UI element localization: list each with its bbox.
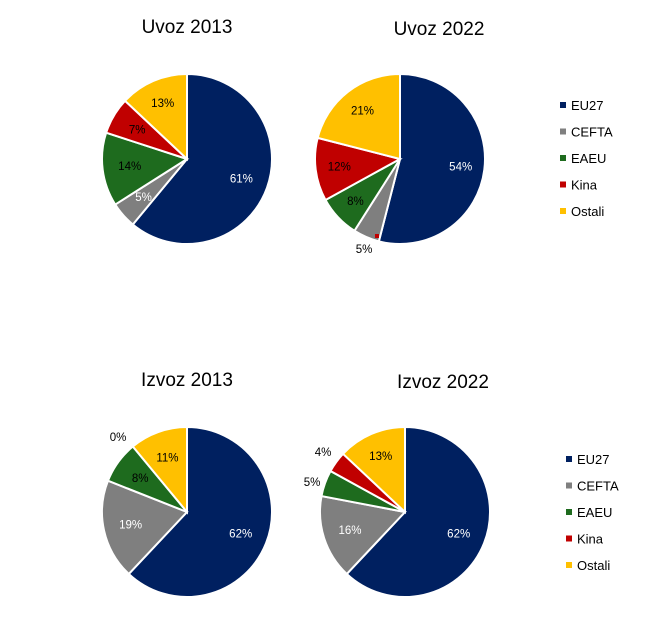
data-label-eaeu: 8% — [347, 196, 364, 208]
slice-ostali — [131, 425, 188, 515]
legend-label-ostali: Ostali — [571, 204, 604, 219]
data-label-eu27: 61% — [230, 174, 253, 186]
chart-title: Izvoz 2022 — [397, 372, 489, 393]
data-label-eaeu: 14% — [118, 161, 141, 173]
slice-eu27 — [131, 72, 273, 245]
legend-label-cefta: CEFTA — [577, 479, 619, 494]
data-label-eaeu: 5% — [304, 477, 321, 489]
slice-cefta — [319, 494, 407, 576]
legend-swatch-ostali — [560, 208, 566, 214]
legend-swatch-cefta — [560, 128, 566, 135]
chart-title: Uvoz 2013 — [142, 17, 233, 38]
slice-marker — [375, 234, 379, 238]
pie-chart-uvoz-2013: Uvoz 2013 61% 5% 14% 7% 13% — [101, 17, 273, 245]
pie-chart-izvoz-2013: Izvoz 2013 62% 19% 8% 0% 11% — [101, 370, 273, 598]
data-label-kina: 4% — [315, 447, 332, 459]
data-label-kina: 12% — [328, 162, 351, 174]
chart-title: Izvoz 2013 — [141, 370, 233, 391]
legend: EU27 CEFTA EAEU Kina Ostali — [560, 98, 613, 219]
data-label-ostali: 11% — [156, 453, 178, 465]
data-label-cefta: 16% — [338, 525, 361, 537]
legend: EU27 CEFTA EAEU Kina Ostali — [566, 452, 619, 573]
legend-label-kina: Kina — [571, 178, 598, 193]
data-label-eu27: 62% — [229, 528, 252, 540]
slice-eaeu — [101, 131, 190, 206]
data-label-kina: 0% — [110, 432, 127, 444]
slice-eu27 — [345, 425, 491, 598]
legend-swatch-cefta — [566, 482, 572, 489]
legend-label-eu27: EU27 — [577, 452, 610, 467]
data-label-ostali: 13% — [151, 98, 174, 110]
legend-swatch-eu27 — [566, 456, 572, 462]
legend-label-cefta: CEFTA — [571, 125, 613, 140]
slice-eu27 — [127, 425, 273, 598]
data-label-eaeu: 8% — [132, 473, 149, 485]
legend-swatch-ostali — [566, 562, 572, 568]
legend-label-ostali: Ostali — [577, 558, 610, 573]
data-label-cefta: 5% — [135, 192, 152, 204]
pie-chart-izvoz-2022: Izvoz 2022 62% 16% 5% 4% 13% — [304, 372, 491, 598]
slice-ostali — [341, 425, 406, 515]
data-label-ostali: 13% — [369, 451, 392, 463]
legend-label-eaeu: EAEU — [571, 151, 606, 166]
slice-eu27 — [377, 72, 486, 245]
legend-label-kina: Kina — [577, 532, 604, 547]
legend-swatch-kina — [560, 181, 566, 188]
legend-label-eu27: EU27 — [571, 98, 604, 113]
data-label-eu27: 62% — [447, 528, 470, 540]
legend-swatch-kina — [566, 535, 572, 542]
legend-swatch-eu27 — [560, 102, 566, 108]
legend-label-eaeu: EAEU — [577, 505, 612, 520]
data-label-ostali: 21% — [351, 106, 374, 118]
data-label-cefta: 5% — [356, 244, 373, 256]
legend-swatch-eaeu — [566, 509, 572, 515]
data-label-cefta: 19% — [119, 520, 142, 532]
data-label-kina: 7% — [129, 125, 146, 137]
legend-swatch-eaeu — [560, 155, 566, 161]
slice-ostali — [123, 72, 188, 162]
chart-title: Uvoz 2022 — [394, 19, 485, 40]
slice-kina — [313, 136, 403, 202]
data-label-eu27: 54% — [449, 162, 472, 174]
pie-chart-uvoz-2022: Uvoz 2022 54% 5% 8% 12% 21% — [313, 19, 486, 256]
slice-ostali — [316, 72, 401, 161]
